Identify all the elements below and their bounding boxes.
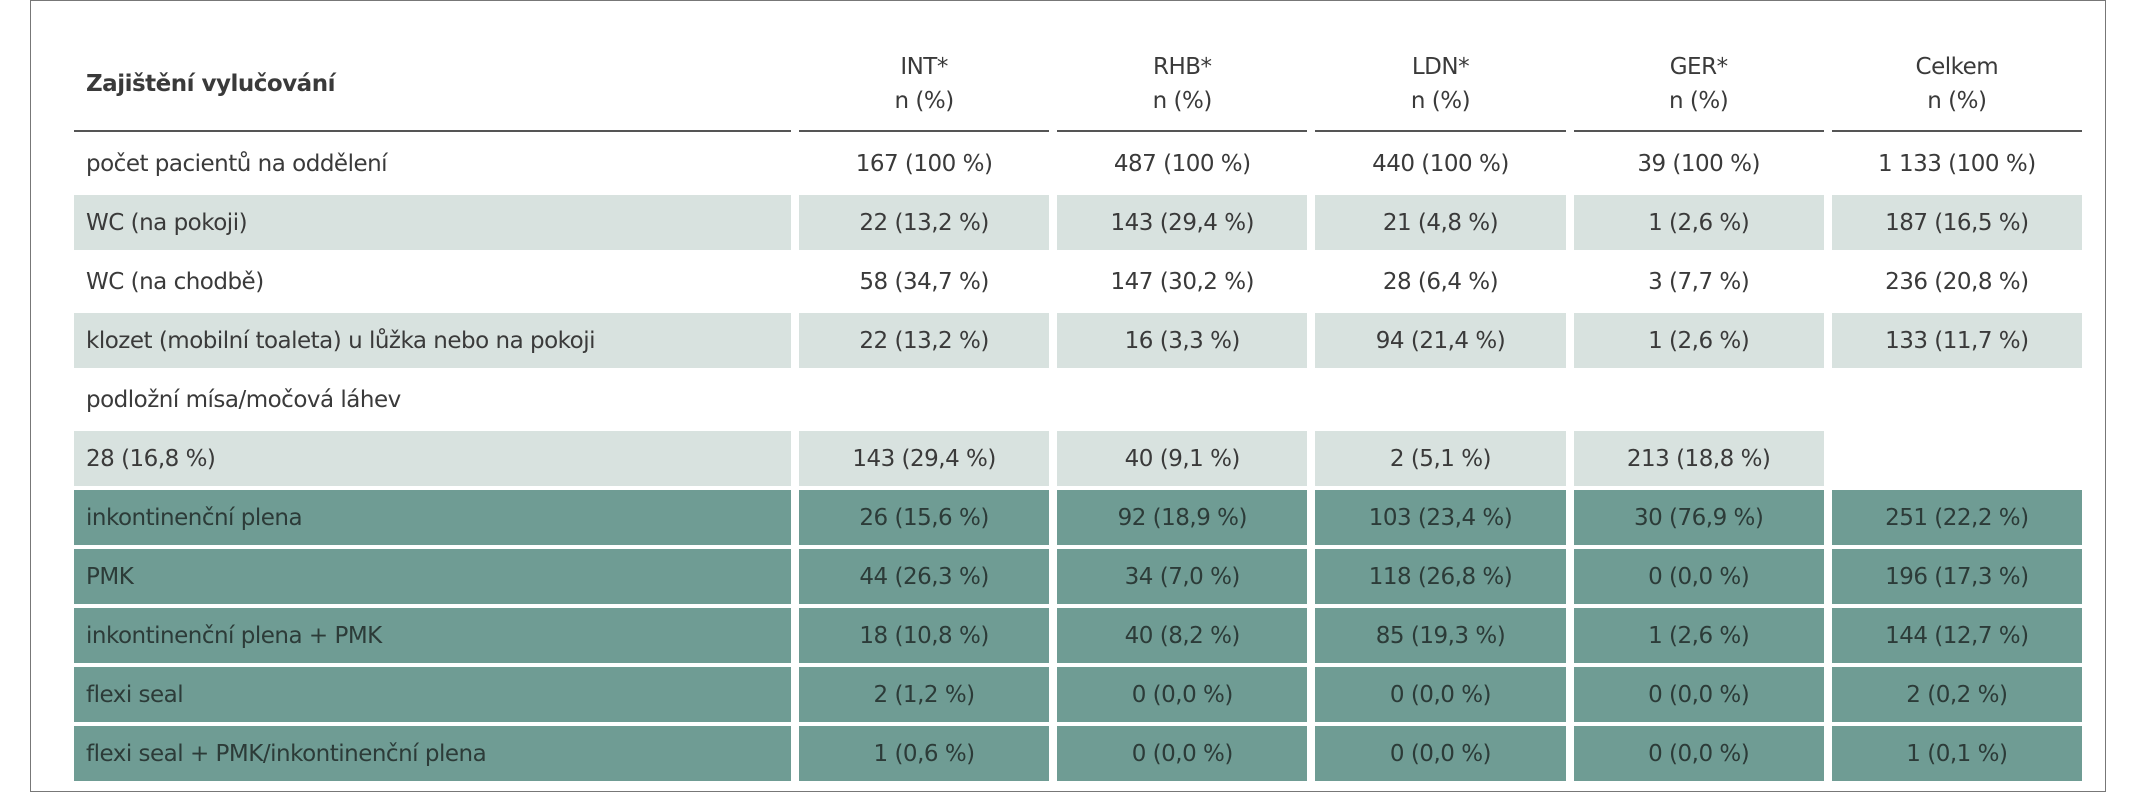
table-row: flexi seal 2 (1,2 %) 0 (0,0 %) 0 (0,0 %) 0 (… xyxy=(74,667,2082,722)
table-row: WC (na pokoji) 22 (13,2 %) 143 (29,4 %) 21 … xyxy=(74,195,2082,250)
row-label: klozet (mobilní toaleta) u lůžka nebo na… xyxy=(74,313,791,368)
cell: 143 (29,4 %) xyxy=(799,431,1050,486)
cell: 0 (0,0 %) xyxy=(1573,726,1824,781)
cell: 1 (0,1 %) xyxy=(1831,726,2082,781)
cell: 40 (9,1 %) xyxy=(1057,431,1308,486)
empty-cell xyxy=(1574,372,1824,427)
cell: 21 (4,8 %) xyxy=(1315,195,1566,250)
cell: 22 (13,2 %) xyxy=(799,313,1050,368)
cell: 85 (19,3 %) xyxy=(1315,608,1566,663)
row-label: flexi seal xyxy=(74,667,791,722)
cell: 22 (13,2 %) xyxy=(799,195,1050,250)
cell: 143 (29,4 %) xyxy=(1057,195,1308,250)
row-label: inkontinenční plena xyxy=(74,490,791,545)
row-label: 28 (16,8 %) xyxy=(74,431,791,486)
column-header: GER* n (%) xyxy=(1573,38,1824,132)
cell: 0 (0,0 %) xyxy=(1573,667,1824,722)
cell: 213 (18,8 %) xyxy=(1573,431,1824,486)
cell: 487 (100 %) xyxy=(1113,150,1251,177)
header-label: Zajištění vylučování xyxy=(74,38,791,132)
cell: 440 (100 %) xyxy=(1372,150,1509,177)
row-label: WC (na chodbě) xyxy=(86,268,264,295)
column-name: RHB* xyxy=(1153,54,1212,80)
cell: 1 (0,6 %) xyxy=(799,726,1050,781)
cell: 0 (0,0 %) xyxy=(1315,667,1566,722)
cell: 2 (0,2 %) xyxy=(1831,667,2082,722)
cell: 16 (3,3 %) xyxy=(1057,313,1308,368)
cell: 147 (30,2 %) xyxy=(1110,268,1255,295)
column-unit: n (%) xyxy=(1927,88,1987,114)
cell: 0 (0,0 %) xyxy=(1315,726,1566,781)
table-row: inkontinenční plena + PMK 18 (10,8 %) 40 (… xyxy=(74,608,2082,663)
column-name: INT* xyxy=(900,54,948,80)
row-label: podložní mísa/močová láhev xyxy=(86,386,401,413)
cell: 118 (26,8 %) xyxy=(1315,549,1566,604)
empty-cell xyxy=(799,372,1049,427)
cell: 167 (100 %) xyxy=(855,150,993,177)
table-row: klozet (mobilní toaleta) u lůžka nebo na… xyxy=(74,313,2082,368)
cell: 1 (2,6 %) xyxy=(1573,195,1824,250)
header-row: Zajištění vylučování INT* n (%) RHB* n (%) L… xyxy=(74,38,2082,132)
cell: 94 (21,4 %) xyxy=(1315,313,1566,368)
cell: 92 (18,9 %) xyxy=(1057,490,1308,545)
cell: 0 (0,0 %) xyxy=(1057,726,1308,781)
cell: 2 (5,1 %) xyxy=(1315,431,1566,486)
column-unit: n (%) xyxy=(1410,88,1471,114)
empty-cell xyxy=(1832,372,2082,427)
column-header: LDN* n (%) xyxy=(1315,38,1566,132)
column-unit: n (%) xyxy=(894,88,954,114)
column-unit: n (%) xyxy=(1669,88,1729,114)
table-row: inkontinenční plena 26 (15,6 %) 92 (18,9 %… xyxy=(74,490,2082,545)
cell: 1 133 (100 %) xyxy=(1878,150,2036,177)
table-row: podložní mísa/močová láhev xyxy=(74,372,2082,427)
empty-cell xyxy=(1315,372,1565,427)
cell: 3 (7,7 %) xyxy=(1648,268,1750,295)
row-label: počet pacientů na oddělení xyxy=(86,150,388,177)
empty-cell xyxy=(1057,372,1307,427)
row-label: WC (na pokoji) xyxy=(74,195,791,250)
cell: 28 (6,4 %) xyxy=(1382,268,1499,295)
cell: 0 (0,0 %) xyxy=(1057,667,1308,722)
cell: 196 (17,3 %) xyxy=(1831,549,2082,604)
column-name: LDN* xyxy=(1411,54,1470,80)
column-unit: n (%) xyxy=(1152,88,1213,114)
row-label: inkontinenční plena + PMK xyxy=(74,608,791,663)
column-header: Celkem n (%) xyxy=(1831,38,2082,132)
row-label: PMK xyxy=(74,549,791,604)
table-row: počet pacientů na oddělení 167 (100 %) 487… xyxy=(74,136,2082,191)
table-row: flexi seal + PMK/inkontinenční plena 1 (0… xyxy=(74,726,2082,781)
table-row: WC (na chodbě) 58 (34,7 %) 147 (30,2 %) 28 … xyxy=(74,254,2082,309)
cell: 26 (15,6 %) xyxy=(799,490,1050,545)
cell: 30 (76,9 %) xyxy=(1573,490,1824,545)
frame xyxy=(30,0,2106,792)
cell: 39 (100 %) xyxy=(1637,150,1760,177)
cell: 1 (2,6 %) xyxy=(1573,313,1824,368)
cell: 236 (20,8 %) xyxy=(1885,268,2029,295)
row-label: flexi seal + PMK/inkontinenční plena xyxy=(74,726,791,781)
cell: 133 (11,7 %) xyxy=(1831,313,2082,368)
cell: 251 (22,2 %) xyxy=(1831,490,2082,545)
column-header: RHB* n (%) xyxy=(1057,38,1308,132)
empty-cell xyxy=(1831,431,2082,486)
table-row: 28 (16,8 %) 143 (29,4 %) 40 (9,1 %) 2 (5,1 … xyxy=(74,431,2082,486)
cell: 34 (7,0 %) xyxy=(1057,549,1308,604)
cell: 187 (16,5 %) xyxy=(1831,195,2082,250)
cell: 103 (23,4 %) xyxy=(1315,490,1566,545)
column-name: Celkem xyxy=(1915,54,1999,80)
cell: 144 (12,7 %) xyxy=(1831,608,2082,663)
cell: 2 (1,2 %) xyxy=(799,667,1050,722)
table-row: PMK 44 (26,3 %) 34 (7,0 %) 118 (26,8 %) 0 (0… xyxy=(74,549,2082,604)
cell: 44 (26,3 %) xyxy=(799,549,1050,604)
cell: 18 (10,8 %) xyxy=(799,608,1050,663)
cell: 40 (8,2 %) xyxy=(1057,608,1308,663)
data-table: Zajištění vylučování INT* n (%) RHB* n (%) L… xyxy=(66,34,2090,785)
cell: 58 (34,7 %) xyxy=(859,268,989,295)
cell: 1 (2,6 %) xyxy=(1573,608,1824,663)
column-name: GER* xyxy=(1669,54,1728,80)
cell: 0 (0,0 %) xyxy=(1573,549,1824,604)
column-header: INT* n (%) xyxy=(799,38,1050,132)
